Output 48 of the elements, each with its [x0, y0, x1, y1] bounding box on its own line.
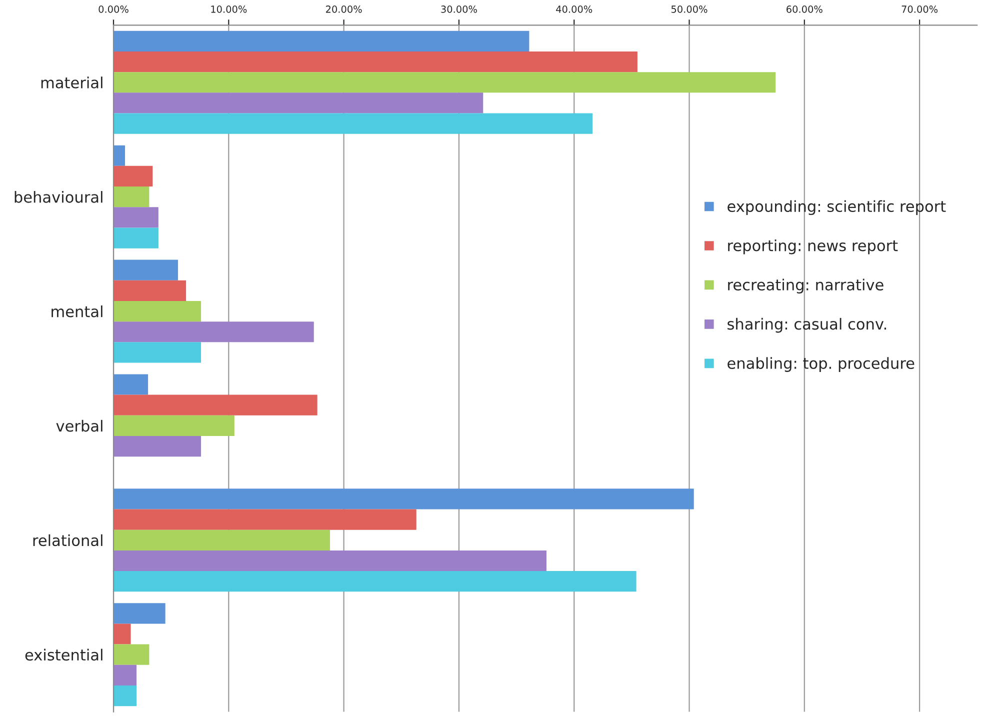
x-tick-label: 70.00%: [902, 6, 938, 13]
bar: [114, 571, 636, 592]
bar: [114, 624, 131, 644]
bar: [114, 30, 530, 52]
legend-label: reporting: news report: [728, 239, 898, 254]
x-tick-label: 40.00%: [556, 6, 592, 13]
bar: [114, 166, 153, 187]
y-tick-label: behavioural: [14, 191, 102, 203]
bar: [114, 685, 137, 706]
bar: [114, 436, 202, 457]
bar: [114, 260, 178, 280]
x-tick-label: 60.00%: [786, 6, 822, 13]
bar: [114, 145, 126, 166]
legend-label: expounding: scientific report: [728, 200, 946, 216]
x-tick-label: 50.00%: [671, 6, 708, 13]
bar: [114, 51, 638, 72]
bar: [114, 488, 694, 510]
legend-label: sharing: casual conv.: [728, 318, 886, 333]
y-tick-label: mental: [52, 305, 102, 318]
bar: [114, 415, 234, 436]
x-tick-label: 30.00%: [441, 6, 477, 13]
bar: [114, 374, 148, 395]
bar: [114, 509, 416, 530]
bar: [114, 72, 776, 93]
x-tick-label: 0.00%: [98, 6, 128, 13]
x-tick-label: 10.00%: [211, 6, 247, 13]
bar: [114, 280, 186, 301]
bar: [114, 644, 150, 665]
legend-label: enabling: top. procedure: [728, 357, 914, 372]
bar: [114, 207, 158, 228]
y-tick-label: relational: [33, 534, 102, 546]
y-tick-label: material: [41, 76, 102, 88]
bar: [114, 550, 546, 572]
bar: [114, 228, 158, 248]
bar: [114, 300, 202, 322]
bar: [114, 322, 314, 342]
bar: [114, 113, 593, 134]
bar: [114, 342, 202, 363]
bar: [114, 394, 318, 416]
x-tick-label: 20.00%: [326, 6, 362, 13]
y-tick-label: existential: [25, 648, 102, 661]
y-tick-label: verbal: [56, 420, 102, 432]
bar: [114, 664, 137, 686]
bar: [114, 603, 166, 624]
bar: [114, 92, 484, 114]
legend-label: recreating: narrative: [728, 278, 884, 294]
bar: [114, 186, 150, 208]
bar: [114, 530, 330, 550]
